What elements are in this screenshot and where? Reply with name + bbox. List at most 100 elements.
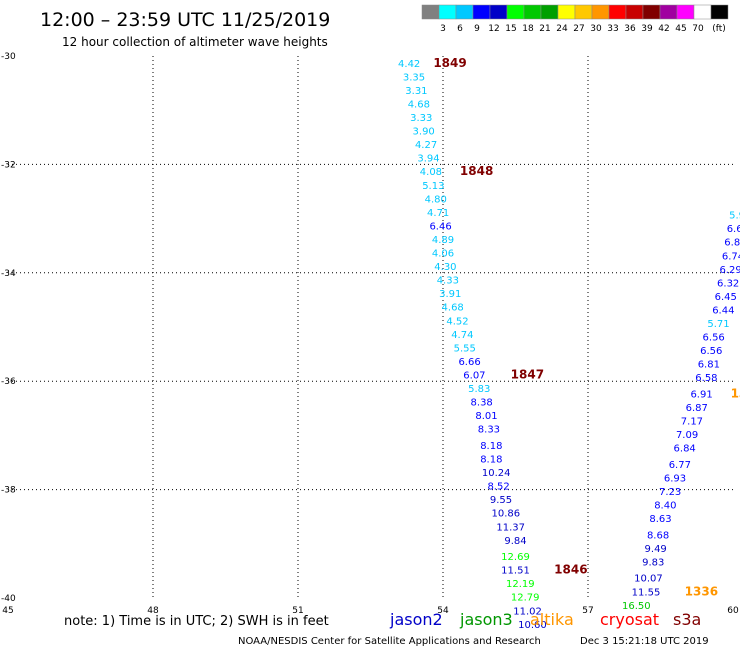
swh-value: 6.46 [429,221,451,232]
legend-label: 3 [440,24,446,34]
swh-value: 12.69 [501,552,530,563]
swh-value: 6.45 [715,292,737,303]
chart-title: 12:00 – 23:59 UTC 11/25/2019 [40,9,330,31]
satellite-legend: jason2 jason3 altika cryosat s3a [389,610,701,629]
swh-value: 12.79 [511,593,540,604]
swh-value: 12.19 [506,579,535,590]
x-tick-label: 45 [2,606,13,616]
time-labels: 1849 1848 1847 1846 1336 13 [433,56,740,598]
swh-value: 8.63 [649,514,671,525]
legend-label: 36 [624,24,636,34]
y-tick-label: -30 [1,52,16,62]
legend-swatch [710,4,729,20]
swh-value: 3.31 [405,86,427,97]
data-points: 4.42 3.35 3.31 4.68 3.33 3.90 4.27 3.94 4.08 5.13… [398,59,740,631]
swh-value: 6.77 [669,460,691,471]
swh-value: 9.49 [645,544,667,555]
swh-value: 8.52 [487,482,509,493]
pass-time-label: 1848 [460,164,493,178]
pass-time-label: 1849 [433,56,466,70]
swh-value: 6.62 [727,224,740,235]
swh-value: 6.84 [674,444,696,455]
swh-value: 6.91 [690,389,712,400]
swh-value: 5.83 [468,384,490,395]
grid-lines [8,56,733,598]
swh-value: 6.80 [724,238,740,249]
swh-value: 4.80 [425,194,447,205]
legend-label: 21 [539,24,550,34]
legend-label: 42 [658,24,669,34]
swh-value: 6.66 [458,357,480,368]
swh-value: 16.50 [622,601,651,612]
swh-value: 4.71 [427,208,449,219]
legend-swatch [642,4,661,20]
pass-time-label: 1847 [511,367,544,381]
swh-value: 3.35 [403,72,425,83]
legend-swatch [472,4,491,20]
swh-value: 3.90 [413,127,435,138]
swh-value: 9.84 [504,536,526,547]
swh-value: 10.60 [518,620,547,631]
plot-area: 45 48 51 54 57 60 -30 -32 -34 -36 -38 -40 4.42 3.35 3… [1,52,740,631]
note-text: note: 1) Time is in UTC; 2) SWH is in fe… [64,614,329,629]
swh-value: 10.24 [482,468,511,479]
legend-swatch [455,4,474,20]
swh-value: 3.91 [439,289,461,300]
legend-swatch [421,4,440,20]
pass-time-label: 1846 [554,563,587,577]
satellite-name: altika [530,610,574,629]
swh-value: 8.01 [475,411,497,422]
swh-value: 8.18 [480,455,502,466]
pass-time-label: 13 [731,386,740,400]
swh-value: 4.42 [398,59,420,70]
legend-label: 9 [474,24,480,34]
y-tick-label: -40 [1,594,16,604]
legend-label: 12 [488,24,499,34]
swh-value: 6.56 [700,346,722,357]
swh-value: 6.32 [717,278,739,289]
satellite-name: jason2 [389,610,443,629]
chart-subtitle: 12 hour collection of altimeter wave hei… [62,35,328,49]
satellite-name: cryosat [600,610,659,629]
footer-credit: NOAA/NESDIS Center for Satellite Applica… [238,636,541,647]
y-tick-label: -34 [1,269,16,279]
swh-value: 3.33 [410,113,432,124]
swh-value: 4.08 [420,167,442,178]
legend-label: 39 [641,24,653,34]
swh-value: 7.23 [659,487,681,498]
footer-timestamp: Dec 3 15:21:18 UTC 2019 [580,636,709,647]
swh-value: 5.93 [729,211,740,222]
legend-unit: (ft) [712,24,726,34]
legend-label: 45 [675,24,686,34]
legend-swatch [489,4,508,20]
legend-label: 18 [522,24,534,34]
legend-label: 6 [457,24,463,34]
legend-label: 33 [607,24,618,34]
x-tick-label: 48 [147,606,159,616]
swh-value: 4.33 [437,276,459,287]
swh-value: 6.93 [664,473,686,484]
swh-value: 10.86 [492,509,521,520]
legend-swatch [557,4,576,20]
swh-value: 7.17 [681,417,703,428]
legend-swatch [608,4,627,20]
swh-value: 5.71 [707,319,729,330]
legend-swatch [574,4,593,20]
y-tick-label: -32 [1,160,16,170]
swh-value: 4.68 [408,99,430,110]
y-tick-label: -38 [1,486,16,496]
swh-value: 8.33 [478,425,500,436]
swh-value: 5.55 [454,343,476,354]
axis-ticks: 45 48 51 54 57 60 -30 -32 -34 -36 -38 -40 [1,52,739,616]
swh-value: 6.81 [698,360,720,371]
swh-value: 4.89 [432,235,454,246]
legend-swatch [693,4,712,20]
swh-value: 9.55 [490,495,512,506]
legend-label: 15 [505,24,516,34]
legend-swatch [540,4,559,20]
swh-value: 6.07 [463,370,485,381]
legend-label: 27 [573,24,584,34]
x-tick-label: 60 [727,606,739,616]
swh-value: 8.38 [471,398,493,409]
